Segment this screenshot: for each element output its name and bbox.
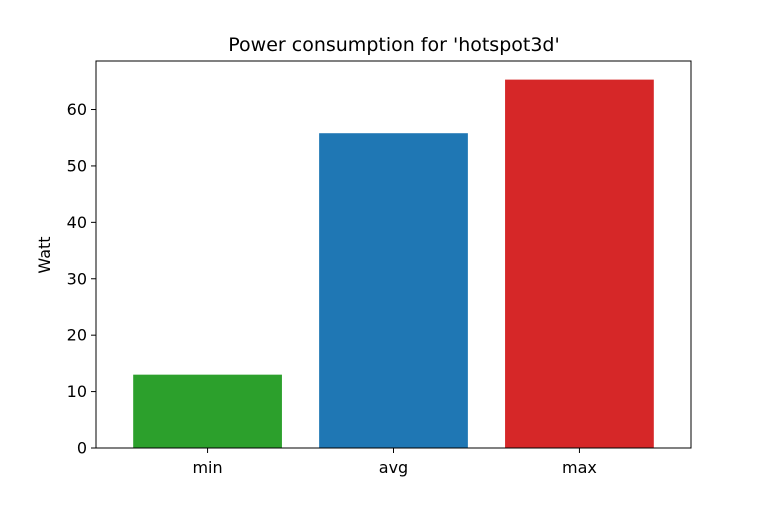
y-axis-ticks: 0 10 20 30 40 50 60 <box>67 100 96 458</box>
x-axis-ticks: min avg max <box>192 448 597 477</box>
bar-min <box>133 374 282 448</box>
plot-frame <box>95 60 692 449</box>
bars-group <box>133 79 654 449</box>
y-tick-label: 0 <box>77 439 87 458</box>
y-tick-label: 20 <box>67 326 87 345</box>
y-tick-label: 30 <box>67 269 87 288</box>
y-tick-label: 50 <box>67 156 87 175</box>
bar-avg <box>319 133 468 449</box>
x-tick-label: max <box>562 458 597 477</box>
x-tick-label: min <box>192 458 222 477</box>
y-axis-label: Watt <box>35 236 54 273</box>
chart-title: Power consumption for 'hotspot3d' <box>228 34 559 56</box>
y-tick-label: 60 <box>67 100 87 119</box>
y-tick-label: 40 <box>67 213 87 232</box>
bar-max <box>505 79 654 449</box>
y-tick-label: 10 <box>67 382 87 401</box>
x-tick-label: avg <box>379 458 408 477</box>
